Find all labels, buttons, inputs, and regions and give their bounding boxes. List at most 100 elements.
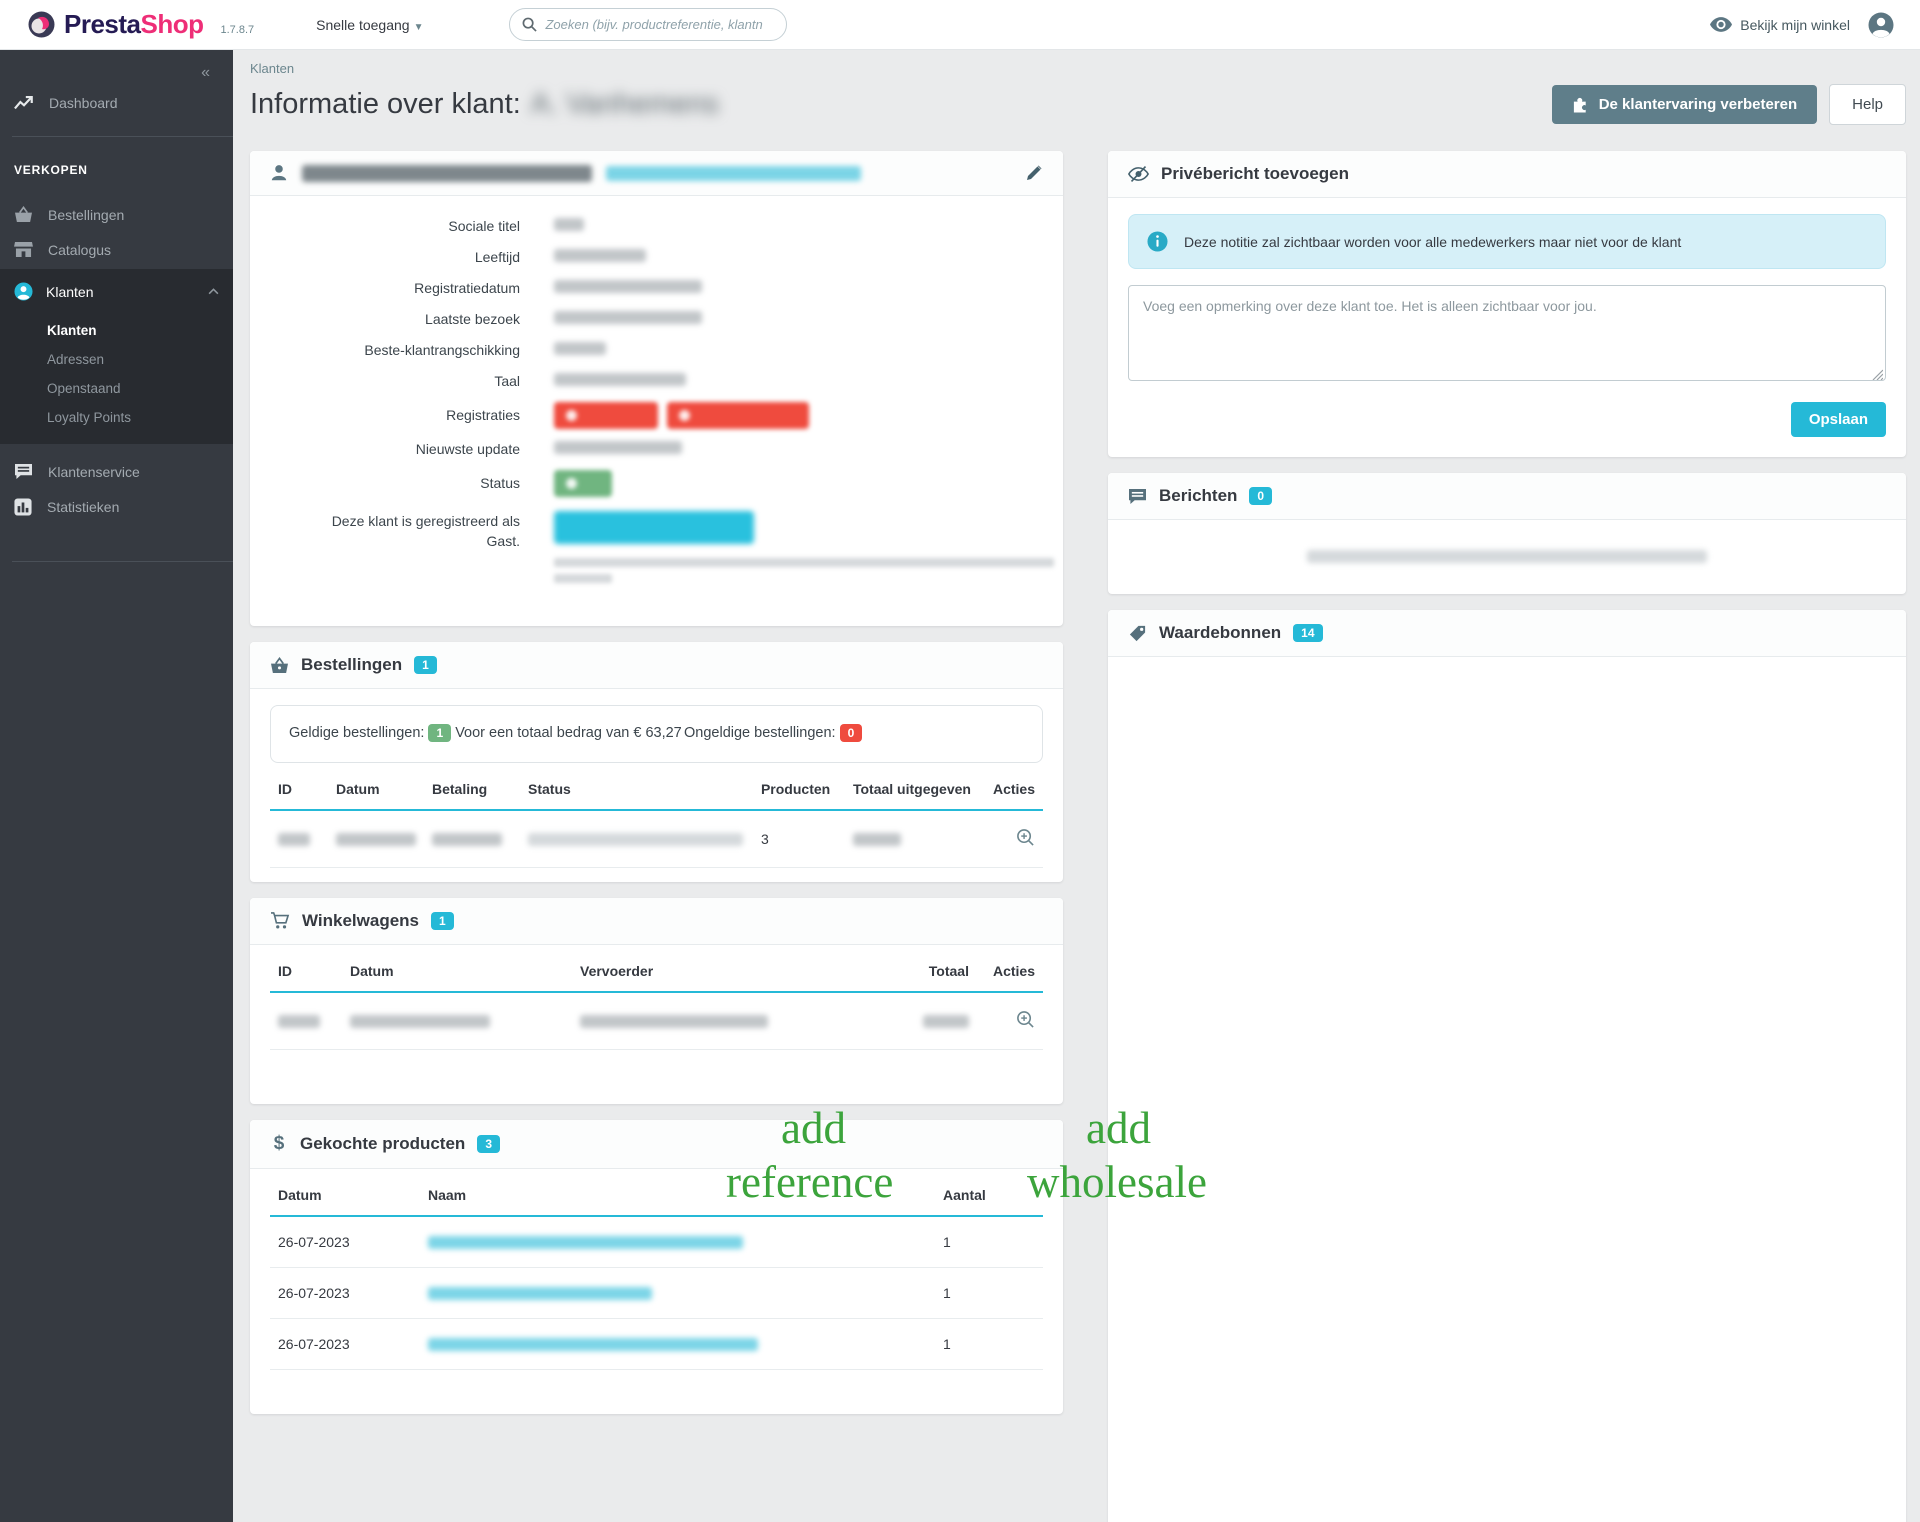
cart-id-redacted [278,1015,320,1029]
purchased-count-badge: 3 [477,1134,500,1153]
value-redacted [554,218,584,232]
sidebar-collapse-button[interactable]: « [201,64,210,81]
carts-title: Winkelwagens [302,910,419,930]
edit-pencil-icon[interactable] [1025,164,1043,182]
puzzle-icon [1573,97,1586,113]
value-redacted [554,311,702,325]
submenu-item-klanten[interactable]: Klanten [47,323,97,338]
label-guest: Deze klant is geregistreerd als Gast. [331,513,520,550]
carts-card: Winkelwagens 1 ID Datum Vervoerder Totaa… [250,897,1063,1104]
message-icon [1129,488,1146,504]
orders-title: Bestellingen [301,655,403,674]
messages-title: Berichten [1159,486,1238,505]
invalid-orders-badge: 0 [839,724,863,742]
label-registratiedatum: Registratiedatum [414,280,520,296]
value-redacted [554,280,702,294]
value-redacted [554,441,682,455]
order-status-redacted [528,833,743,847]
label-leeftijd: Leeftijd [474,249,520,265]
order-total-redacted [852,833,901,847]
purchase-qty: 1 [935,1267,1043,1319]
purchase-qty: 1 [935,1215,1043,1268]
cart-icon [271,911,290,929]
col-datum: Datum [328,766,424,811]
col-betaling: Betaling [424,766,520,811]
submenu-item-adressen[interactable]: Adressen [47,352,105,367]
col-naam: Naam [420,1172,935,1217]
breadcrumb[interactable]: Klanten [250,61,295,76]
label-beste-klantrangschikking: Beste-klantrangschikking [364,342,520,358]
sidebar-divider [12,136,233,137]
col-id: ID [270,766,328,811]
messages-count-badge: 0 [1249,487,1273,505]
col-acties: Acties [984,766,1043,811]
registration-badge-redacted [667,402,809,429]
customer-info-card: Sociale titel Leeftijd Registratiedatum … [250,151,1063,626]
zoom-in-icon[interactable] [1016,1010,1035,1029]
quick-access-dropdown[interactable]: Snelle toegang ▼ [316,16,424,33]
right-column: Privébericht toevoegen Deze notitie zal … [1108,151,1906,1522]
col-aantal: Aantal [935,1172,1043,1217]
customers-icon [14,282,33,301]
product-name-redacted[interactable] [428,1236,743,1250]
prestashop-logo[interactable]: PrestaShop 1.7.8.7 [28,9,254,40]
customer-card-header [250,151,1063,196]
label-status: Status [480,475,520,492]
basket-icon [271,656,288,673]
col-id: ID [270,948,342,993]
carts-table: ID Datum Vervoerder Totaal Acties [270,948,1043,1050]
valid-orders-badge: 1 [428,724,452,742]
purchase-date: 26-07-2023 [270,1215,420,1268]
col-status: Status [520,766,753,811]
purchased-title: Gekochte producten [300,1133,466,1153]
vouchers-card: Waardebonnen 14 [1108,610,1906,1522]
eye-icon [1710,17,1733,32]
order-payment-redacted [432,833,502,847]
cart-total-redacted [923,1015,969,1029]
messages-body [1108,520,1906,594]
submenu-item-openstaand[interactable]: Openstaand [47,381,121,396]
purchased-products-card: $ Gekochte producten 3 Datum Naam Aantal [250,1119,1063,1414]
sidebar-item-catalogus[interactable]: Catalogus [0,232,233,267]
label-nieuwste-update: Nieuwste update [415,441,520,457]
sidebar: « Dashboard VERKOPEN Bestellingen Catalo… [0,50,233,1522]
info-icon [1147,231,1168,252]
brand-text: PrestaShop [64,9,204,39]
status-badge-redacted [554,470,612,497]
product-name-redacted[interactable] [428,1338,758,1352]
version-label: 1.7.8.7 [220,23,255,36]
cart-date-redacted [350,1015,490,1029]
user-avatar[interactable] [1868,12,1894,38]
improve-experience-button[interactable]: De klantervaring verbeteren [1551,85,1818,124]
view-shop-link[interactable]: Bekijk mijn winkel [1710,17,1850,33]
label-registraties: Registraties [446,407,520,424]
orders-table: ID Datum Betaling Status Producten Totaa… [270,766,1043,868]
label-sociale-titel: Sociale titel [448,218,520,234]
page-title: Informatie over klant: A. Vanhemens [250,88,719,120]
transform-guest-button-redacted[interactable] [554,511,754,544]
zoom-in-icon[interactable] [1016,828,1035,847]
col-datum: Datum [342,948,572,993]
col-producten: Producten [752,766,845,811]
order-id-redacted [278,833,310,847]
sidebar-item-klantenservice[interactable]: Klantenservice [0,454,233,489]
cart-carrier-redacted [580,1015,768,1029]
sidebar-item-bestellingen[interactable]: Bestellingen [0,197,233,232]
klanten-submenu: Klanten Adressen Openstaand Loyalty Poin… [0,310,233,432]
purchased-table: Datum Naam Aantal 26-07-2023 1 [270,1172,1043,1370]
private-note-textarea[interactable] [1128,285,1886,381]
sidebar-item-dashboard[interactable]: Dashboard [0,86,233,120]
search-input[interactable] [545,17,775,32]
private-note-title: Privébericht toevoegen [1161,164,1350,183]
order-date-redacted [336,833,416,847]
guest-note-redacted [554,558,1054,583]
tag-icon [1129,625,1146,641]
customer-email-redacted[interactable] [606,165,861,181]
private-note-card: Privébericht toevoegen Deze notitie zal … [1108,151,1906,457]
sidebar-item-statistieken[interactable]: Statistieken [0,489,233,525]
submenu-item-loyalty-points[interactable]: Loyalty Points [47,410,132,425]
save-note-button[interactable]: Opslaan [1790,402,1886,437]
help-button[interactable]: Help [1829,84,1906,125]
sidebar-item-klanten[interactable]: Klanten [0,273,233,310]
product-name-redacted[interactable] [428,1287,652,1301]
